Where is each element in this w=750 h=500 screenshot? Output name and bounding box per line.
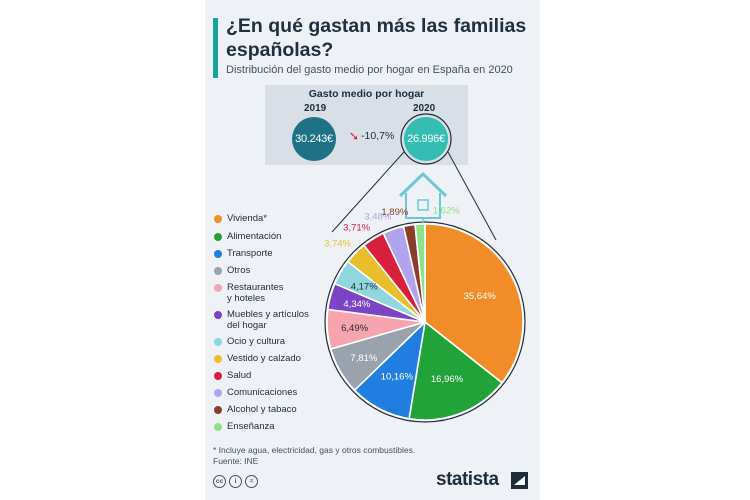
legend-swatch (214, 232, 222, 241)
no-derivatives-icon[interactable]: = (245, 475, 258, 488)
footnote-source: Fuente: INE (213, 456, 259, 466)
slice-label-12: 1,62% (433, 206, 460, 217)
legend-item: Muebles y artículos del hogar (214, 309, 309, 331)
average-spending-heading: Gasto medio por hogar (308, 88, 425, 100)
slice-label-9: 3,71% (343, 222, 370, 233)
legend-label: Muebles y artículos del hogar (227, 309, 309, 331)
legend-swatch (214, 388, 222, 397)
pie-slice-12 (414, 223, 426, 323)
chart-subtitle: Distribución del gasto medio por hogar e… (226, 64, 513, 76)
year-2019-label: 2019 (304, 103, 327, 114)
slice-label-3: 10,16% (381, 371, 414, 382)
legend-swatch (214, 337, 222, 346)
legend-item: Salud (214, 370, 251, 381)
legend-item: Vestido y calzado (214, 353, 301, 364)
legend-item: Alimentación (214, 231, 281, 242)
down-arrow-icon: ➘ (349, 129, 360, 143)
change-indicator: ➘ -10,7% (349, 129, 394, 143)
slice-label-5: 6,49% (341, 323, 368, 334)
bubble-2019: 30.243€ (292, 117, 336, 161)
legend-label: Enseñanza (227, 421, 275, 432)
legend-label: Vivienda* (227, 213, 267, 224)
pie-labels: 35,64% 16,96% 10,16% 7,81% 6,49% 4,34% 4,17% 3,… (324, 206, 496, 386)
legend-swatch (214, 405, 222, 414)
brand-logo-text[interactable]: statista (436, 469, 499, 490)
legend-item: Vivienda* (214, 213, 267, 224)
creative-commons-icon[interactable]: cc (213, 475, 226, 488)
change-value: -10,7% (361, 130, 395, 142)
pie-slice-1 (424, 223, 524, 384)
house-icon (398, 172, 448, 226)
slice-label-7: 4,17% (351, 282, 378, 293)
value-2019: 30.243€ (295, 133, 333, 145)
legend-item: Enseñanza (214, 421, 275, 432)
slice-label-2: 16,96% (431, 374, 464, 385)
value-2020: 26.996€ (407, 133, 445, 145)
legend-item: Otros (214, 265, 250, 276)
legend-swatch (214, 266, 222, 275)
legend-item: Transporte (214, 248, 273, 259)
brand-logo-mark (511, 472, 528, 489)
license-icons: cc i = (213, 475, 258, 488)
legend-swatch (214, 214, 222, 223)
legend-item: Comunicaciones (214, 387, 297, 398)
slice-label-6: 4,34% (343, 299, 370, 310)
legend-label: Salud (227, 370, 252, 381)
footnote: * Incluye agua, electricidad, gas y otro… (213, 445, 415, 467)
title-accent-bar (213, 18, 218, 78)
pie-slices (326, 223, 524, 421)
legend-swatch (214, 283, 222, 292)
slice-label-11: 1,89% (381, 207, 408, 218)
legend-label: Transporte (227, 248, 273, 259)
legend-item: Restaurantes y hoteles (214, 282, 284, 304)
legend-swatch (214, 422, 222, 431)
legend-swatch (214, 310, 222, 319)
attribution-icon[interactable]: i (229, 475, 242, 488)
zoom-connector (324, 113, 526, 423)
slice-label-4: 7,81% (350, 353, 377, 364)
legend-label: Otros (227, 265, 251, 276)
year-2020-label: 2020 (413, 103, 436, 114)
legend-label: Comunicaciones (227, 387, 298, 398)
legend-swatch (214, 371, 222, 380)
legend-swatch (214, 249, 222, 258)
legend-label: Alcohol y tabaco (227, 404, 297, 415)
slice-label-10: 3,48% (364, 212, 391, 223)
legend-item: Ocio y cultura (214, 336, 285, 347)
chart-title: ¿En qué gastan más las familias española… (226, 15, 527, 61)
legend-label: Restaurantes y hoteles (227, 282, 284, 304)
slice-label-8: 3,74% (324, 239, 351, 250)
slice-label-1: 35,64% (464, 291, 497, 302)
footnote-note: * Incluye agua, electricidad, gas y otro… (213, 445, 416, 455)
legend-label: Vestido y calzado (227, 353, 301, 364)
legend-label: Alimentación (227, 231, 282, 242)
legend-item: Alcohol y tabaco (214, 404, 297, 415)
bubble-2020: 26.996€ (404, 117, 448, 161)
legend-swatch (214, 354, 222, 363)
pie-slice-2 (408, 320, 504, 421)
legend-label: Ocio y cultura (227, 336, 286, 347)
